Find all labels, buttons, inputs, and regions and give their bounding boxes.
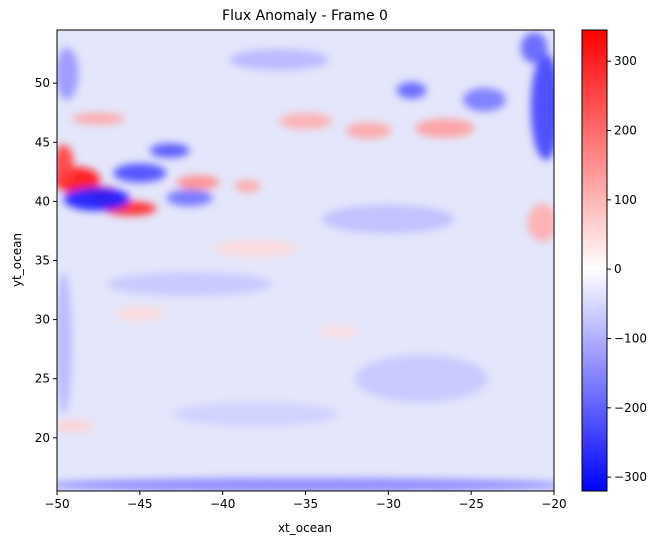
heatmap-field [57,32,554,491]
colorbar-tick-label: 0 [614,262,622,276]
colorbar-gradient [581,29,608,492]
y-tick-label: 40 [35,194,50,208]
negative-anomaly-patch [462,87,506,112]
y-axis-label: yt_ocean [10,233,24,287]
colorbar-tick-label: −100 [614,331,647,345]
y-tick-label: 50 [35,76,50,90]
negative-anomaly-patch [57,47,79,100]
positive-anomaly-patch [527,203,554,242]
colorbar-ticks: −300 −200 −100 0 100 200 300 [607,54,647,484]
x-axis: −50 −45 −40 −35 −30 −25 −20 [44,491,567,511]
positive-anomaly-patch [279,112,332,130]
y-axis: 20 25 30 35 40 45 50 [35,76,57,445]
negative-anomaly-patch [530,53,554,160]
chart-title: Flux Anomaly - Frame 0 [222,8,388,24]
x-tick-label: −30 [376,497,401,511]
negative-anomaly-patch [57,272,72,415]
negative-anomaly-patch [113,163,167,183]
x-tick-label: −20 [541,497,566,511]
colorbar: −300 −200 −100 0 100 200 300 [581,29,647,492]
positive-anomaly-patch [115,306,165,321]
positive-anomaly-patch [414,118,475,138]
negative-anomaly-patch [106,272,273,296]
y-tick-label: 35 [35,254,50,268]
x-tick-label: −50 [44,497,69,511]
positive-anomaly-patch [234,180,261,192]
negative-anomaly-patch [63,187,130,211]
colorbar-tick-label: 200 [614,124,637,138]
negative-anomaly-patch [166,189,213,207]
colorbar-tick-label: 100 [614,193,637,207]
y-tick-label: 25 [35,372,50,386]
colorbar-tick-label: 300 [614,54,637,68]
negative-anomaly-patch [57,478,554,491]
positive-anomaly-patch [345,122,392,139]
positive-anomaly-patch [57,144,74,183]
negative-anomaly-patch [173,402,339,427]
y-tick-label: 20 [35,431,50,445]
positive-anomaly-patch [71,112,125,125]
negative-anomaly-patch [322,204,455,234]
positive-anomaly-patch [57,420,94,432]
negative-anomaly-patch [229,49,329,71]
plot-area [56,29,555,492]
x-tick-label: −45 [127,497,152,511]
y-tick-label: 45 [35,135,50,149]
x-axis-label: xt_ocean [278,521,332,535]
x-tick-label: −25 [459,497,484,511]
negative-anomaly-patch [396,82,427,99]
positive-anomaly-patch [214,240,298,257]
positive-anomaly-patch [318,325,359,338]
colorbar-tick-label: −200 [614,401,647,415]
colorbar-tick-label: −300 [614,470,647,484]
x-tick-label: −40 [210,497,235,511]
x-tick-label: −35 [293,497,318,511]
negative-anomaly-patch [520,32,548,64]
positive-anomaly-patch [176,175,220,190]
y-tick-label: 30 [35,313,50,327]
negative-anomaly-patch [149,143,190,158]
negative-anomaly-patch [355,355,488,403]
